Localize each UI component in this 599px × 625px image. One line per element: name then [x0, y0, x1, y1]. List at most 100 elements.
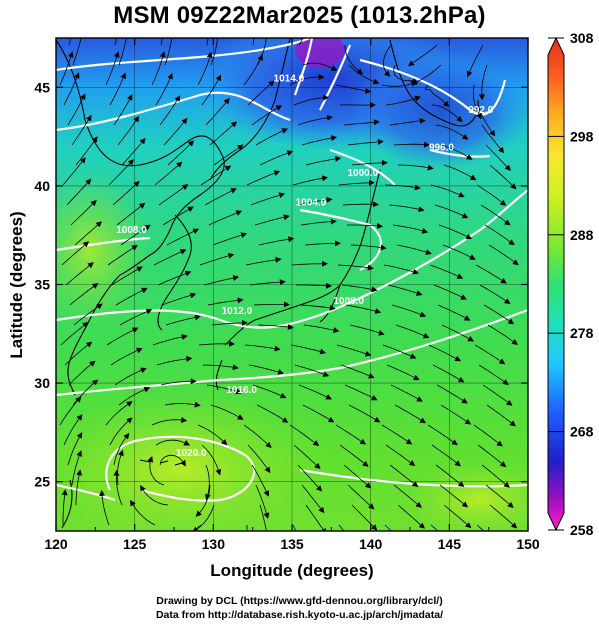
streamline: [147, 455, 165, 486]
streamline: [481, 464, 510, 488]
colorbar-tick-label: 288: [570, 227, 594, 243]
streamline: [443, 164, 477, 181]
streamline: [437, 304, 471, 321]
streamline: [443, 504, 472, 529]
streamline: [390, 384, 423, 402]
streamline: [156, 355, 193, 366]
streamline: [151, 417, 188, 426]
isobar-labels: 1014.0 992.0 996.0 1000.0 1004.0 1008.0 1008.0…: [116, 73, 494, 459]
streamline: [259, 504, 267, 531]
streamline: [350, 244, 387, 251]
streamline: [108, 159, 134, 186]
streamline: [298, 38, 303, 46]
isobar-label: 1008.0: [333, 296, 364, 307]
streamline: [254, 214, 290, 226]
streamline: [251, 464, 270, 497]
streamline: [253, 301, 290, 308]
streamline: [109, 72, 127, 106]
streamline: [384, 184, 421, 191]
streamline: [69, 283, 99, 306]
y-tick-label: 40: [34, 178, 50, 194]
streamline: [197, 424, 228, 446]
streamline: [488, 244, 519, 266]
streamline: [107, 244, 138, 266]
streamline: [252, 384, 287, 399]
isobar-label: 1000.0: [348, 168, 379, 179]
streamline: [248, 364, 284, 375]
streamline: [381, 424, 413, 445]
streamline: [393, 484, 422, 508]
streamline: [297, 464, 323, 492]
streamline: [163, 117, 188, 146]
streamline: [431, 444, 461, 467]
streamline: [439, 144, 473, 160]
streamline: [294, 364, 330, 377]
streamline: [480, 204, 511, 226]
streamline: [299, 304, 336, 311]
streamline: [63, 414, 83, 446]
streamline: [297, 114, 333, 126]
streamline: [396, 244, 432, 255]
streamline: [391, 304, 427, 318]
streamline: [210, 38, 218, 66]
streamline: [206, 384, 242, 395]
streamline: [407, 44, 438, 67]
streamline: [117, 115, 140, 146]
streamline: [155, 439, 190, 446]
streamline: [342, 201, 379, 208]
streamline: [68, 360, 96, 386]
streamline: [116, 202, 146, 226]
streamline: [343, 464, 372, 489]
streamline: [397, 504, 426, 529]
streamline: [305, 504, 327, 531]
streamline: [160, 38, 163, 46]
colorbar-tick-label: 268: [570, 424, 594, 440]
streamline: [154, 161, 183, 186]
streamline: [72, 38, 82, 66]
streamline: [191, 504, 215, 531]
streamline: [249, 279, 286, 286]
streamline: [429, 264, 464, 279]
streamline: [338, 179, 375, 186]
streamline: [112, 180, 140, 206]
streamline: [164, 401, 201, 408]
streamline: [440, 404, 472, 425]
streamline: [64, 341, 93, 366]
streamline: [336, 344, 372, 357]
streamline: [151, 51, 166, 86]
streamline: [344, 44, 364, 75]
credit-data: Data from http://database.rish.kyoto-u.a…: [155, 609, 444, 621]
isobar-label: 1020.0: [176, 448, 207, 459]
streamline: [289, 424, 320, 447]
streamline: [293, 444, 321, 470]
x-tick-label: 125: [123, 536, 147, 552]
streamline: [484, 224, 515, 246]
streamline: [435, 124, 469, 140]
streamline: [290, 344, 327, 355]
streamline: [387, 284, 423, 296]
streamline: [348, 64, 380, 85]
streamline: [305, 155, 342, 166]
colorbar-tick-label: 308: [570, 30, 594, 46]
streamline: [337, 264, 374, 271]
streamline: [489, 164, 517, 190]
x-axis-title: Longitude (degrees): [210, 561, 373, 580]
streamline: [430, 184, 465, 198]
streamline: [335, 84, 372, 94]
streamline: [489, 504, 518, 529]
streamline: [384, 524, 392, 531]
y-tick-label: 30: [34, 375, 50, 391]
streamline: [63, 72, 80, 106]
streamline: [198, 340, 235, 347]
streamline: [382, 344, 417, 359]
colorbar: 308 298 288 278 268 258: [547, 30, 594, 538]
streamline: [197, 51, 213, 86]
streamline: [301, 135, 338, 146]
streamline: [476, 184, 507, 206]
streamline: [75, 136, 98, 166]
streamline: [113, 94, 133, 126]
streamline: [343, 119, 380, 126]
streamline: [68, 38, 72, 46]
coastlines: [56, 38, 479, 529]
streamline: [61, 489, 68, 525]
